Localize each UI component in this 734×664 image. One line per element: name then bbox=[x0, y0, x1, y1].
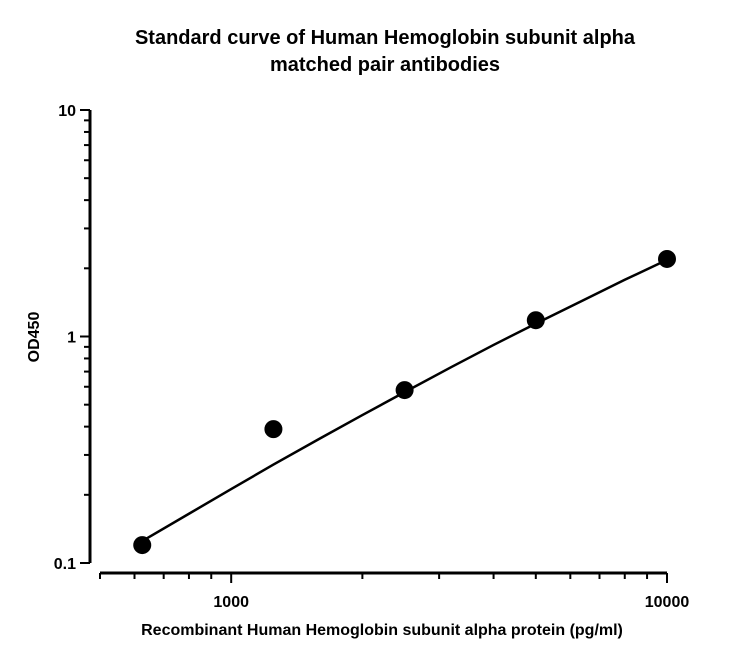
y-axis-label: OD450 bbox=[26, 312, 43, 363]
data-point bbox=[395, 381, 414, 400]
ticks: 0.1 1 10 1000 10000 bbox=[54, 103, 690, 611]
data-point bbox=[264, 420, 283, 439]
fit-curve bbox=[141, 258, 668, 543]
y-tick-label: 1 bbox=[67, 330, 76, 347]
chart-title-line-1: Standard curve of Human Hemoglobin subun… bbox=[135, 27, 636, 49]
axes bbox=[88, 110, 667, 575]
y-tick-label: 0.1 bbox=[54, 556, 76, 573]
data-point bbox=[526, 311, 545, 330]
y-tick-label: 10 bbox=[58, 103, 76, 120]
chart-title-line-2: matched pair antibodies bbox=[270, 54, 500, 76]
data-point bbox=[133, 536, 152, 555]
x-tick-label: 1000 bbox=[213, 594, 249, 611]
fit-curve-group bbox=[141, 258, 668, 543]
x-axis-label: Recombinant Human Hemoglobin subunit alp… bbox=[141, 622, 623, 639]
x-tick-label: 10000 bbox=[645, 594, 690, 611]
data-points bbox=[133, 249, 676, 555]
data-point bbox=[658, 249, 676, 268]
